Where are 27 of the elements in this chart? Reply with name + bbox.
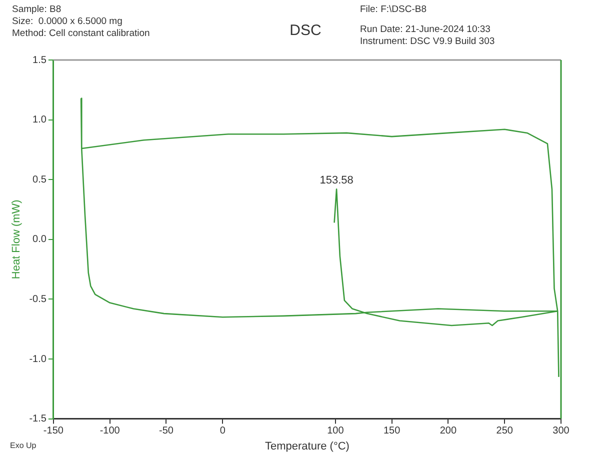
- x-tick-label: 250: [496, 426, 514, 437]
- y-tick-label: -1.0: [29, 354, 47, 365]
- text: File: F:\DSC-B8: [360, 4, 427, 16]
- text: Instrument: DSC V9.9 Build 303: [360, 36, 495, 48]
- y-tick-label: 1.0: [32, 114, 47, 126]
- text: Run Date: 21-June-2024 10:33: [360, 24, 490, 36]
- x-tick-label: 200: [440, 426, 457, 437]
- y-tick-label: 1.5: [32, 54, 47, 66]
- annotation: 153.58: [320, 174, 354, 187]
- text: Size: 0.0000 x 6.5000 mg: [12, 16, 122, 28]
- y-tick-label: -0.5: [29, 294, 47, 305]
- x-tick-label: -100: [100, 426, 120, 437]
- y-axis-title: Heat Flow (mW): [10, 200, 23, 280]
- x-tick-label: 150: [383, 426, 401, 437]
- y-tick-label: 0.0: [32, 234, 47, 246]
- x-tick-label: -150: [43, 426, 64, 437]
- text: Method: Cell constant calibration: [12, 28, 150, 40]
- x-tick-label: 100: [327, 426, 344, 437]
- y-tick-label: -1.5: [29, 414, 47, 425]
- x-tick-label: 300: [552, 426, 570, 437]
- x-tick-label: 0: [220, 426, 226, 437]
- text: Exo Up: [10, 440, 36, 452]
- chart-title: DSC: [290, 22, 322, 39]
- x-axis-title: Temperature (°C): [264, 440, 350, 452]
- y-tick-label: 0.5: [32, 174, 47, 186]
- text: Sample: B8: [12, 4, 62, 16]
- x-tick-label: -50: [159, 426, 174, 437]
